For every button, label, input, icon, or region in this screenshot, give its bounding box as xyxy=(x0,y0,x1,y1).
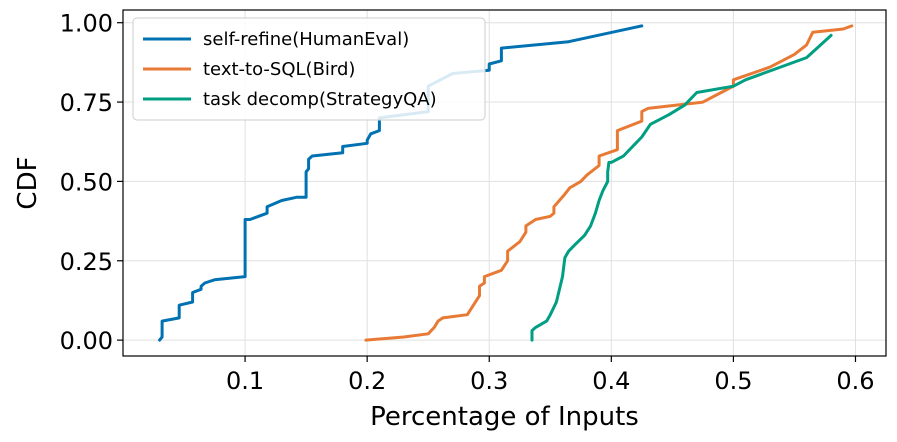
x-tick-label: 0.5 xyxy=(714,367,752,395)
y-tick-label: 0.50 xyxy=(60,168,113,196)
x-tick-label: 0.4 xyxy=(592,367,630,395)
x-axis-ticks: 0.1 0.2 0.3 0.4 0.5 0.6 xyxy=(226,356,875,395)
y-tick-label: 1.00 xyxy=(60,10,113,38)
x-axis-label: Percentage of Inputs xyxy=(370,402,639,432)
y-tick-label: 0.75 xyxy=(60,89,113,117)
x-tick-label: 0.3 xyxy=(470,367,508,395)
legend: self-refine(HumanEval) text-to-SQL(Bird) t… xyxy=(132,17,486,121)
y-tick-label: 0.00 xyxy=(60,327,113,355)
legend-label-3: task decomp(StrategyQA) xyxy=(203,89,437,110)
series-line-3 xyxy=(530,33,833,342)
y-tick-label: 0.25 xyxy=(60,248,113,276)
legend-box xyxy=(132,17,486,121)
legend-label-1: self-refine(HumanEval) xyxy=(203,29,409,50)
y-axis-label: CDF xyxy=(13,156,43,209)
legend-label-2: text-to-SQL(Bird) xyxy=(203,59,355,80)
x-tick-label: 0.6 xyxy=(836,367,874,395)
y-axis-ticks: 0.00 0.25 0.50 0.75 1.00 xyxy=(60,10,123,355)
plot-frame xyxy=(122,9,887,357)
x-tick-label: 0.2 xyxy=(348,367,386,395)
series-line-2 xyxy=(364,24,854,342)
x-tick-label: 0.1 xyxy=(226,367,264,395)
